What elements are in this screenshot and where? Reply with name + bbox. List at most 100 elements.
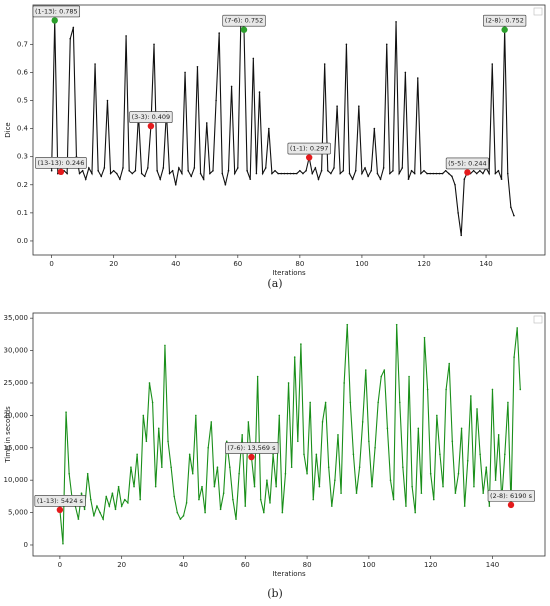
data-point xyxy=(272,453,274,456)
data-point xyxy=(482,492,485,494)
data-point xyxy=(224,183,227,186)
data-point xyxy=(309,401,311,404)
data-point xyxy=(202,178,205,180)
data-point xyxy=(410,169,413,172)
data-point xyxy=(232,498,234,501)
annotation: (1-1): 0.297 xyxy=(287,142,331,155)
data-point xyxy=(442,485,444,488)
data-point xyxy=(278,414,281,417)
data-point xyxy=(352,453,355,456)
annotation-label: (7-6): 0.752 xyxy=(225,17,264,25)
data-point xyxy=(237,167,239,169)
annotation-point xyxy=(501,26,508,33)
data-point xyxy=(448,172,450,175)
data-point xyxy=(184,71,186,74)
data-point xyxy=(479,169,481,172)
data-point xyxy=(106,99,109,102)
data-point xyxy=(317,178,320,180)
data-point xyxy=(271,172,273,175)
data-point xyxy=(284,472,287,475)
data-point xyxy=(435,172,438,175)
data-point xyxy=(392,498,395,501)
data-point xyxy=(491,388,494,391)
data-point xyxy=(221,172,224,175)
data-point xyxy=(438,172,441,175)
data-point xyxy=(494,172,497,175)
data-point xyxy=(302,172,304,175)
data-point xyxy=(476,408,478,410)
data-point xyxy=(472,169,475,172)
legend-box xyxy=(533,7,543,16)
data-point xyxy=(315,453,318,456)
annotation-box xyxy=(287,142,331,155)
y-tick-label: 35,000 xyxy=(4,314,29,322)
caption: (a) xyxy=(267,277,282,290)
data-point xyxy=(473,485,475,488)
data-point xyxy=(261,172,264,175)
data-point xyxy=(445,388,447,391)
data-point xyxy=(86,472,89,475)
data-point xyxy=(201,485,203,488)
data-point xyxy=(62,542,64,545)
data-point xyxy=(89,498,92,501)
data-point xyxy=(229,466,231,469)
y-axis-label: Dice xyxy=(4,122,12,138)
data-point xyxy=(244,505,247,507)
data-point xyxy=(117,485,120,488)
data-point xyxy=(122,167,124,169)
data-point xyxy=(178,167,180,169)
annotation-box xyxy=(129,111,173,123)
data-point xyxy=(454,183,456,186)
x-tick-label: 40 xyxy=(179,561,188,569)
y-tick-label: 0.2 xyxy=(17,181,28,189)
annotation-box xyxy=(34,495,86,507)
data-point xyxy=(133,485,135,488)
data-point xyxy=(386,427,389,430)
data-point xyxy=(323,63,326,65)
data-point xyxy=(157,427,160,430)
data-point xyxy=(401,167,404,169)
data-point xyxy=(219,508,222,511)
data-point xyxy=(142,414,145,417)
y-tick-label: 30,000 xyxy=(4,347,29,355)
annotation-label: (7-6): 13,569 s xyxy=(227,444,276,452)
data-point xyxy=(395,323,398,326)
data-point xyxy=(151,401,154,404)
data-point xyxy=(247,421,250,423)
plot-frame xyxy=(32,312,546,557)
data-point xyxy=(457,472,460,475)
data-point xyxy=(457,212,459,214)
data-point xyxy=(91,172,93,175)
data-point xyxy=(395,21,397,23)
data-point xyxy=(225,440,228,443)
x-tick-label: 60 xyxy=(233,260,242,268)
data-point xyxy=(136,453,138,456)
data-point xyxy=(404,71,407,74)
annotation: (5-5): 0.244 xyxy=(445,157,490,170)
data-point xyxy=(198,498,200,501)
y-tick-label: 0.3 xyxy=(17,153,28,161)
data-point xyxy=(371,485,373,488)
data-point xyxy=(290,466,293,469)
x-tick-label: 20 xyxy=(109,260,118,268)
annotation-point xyxy=(56,506,64,514)
plot-frame xyxy=(32,4,546,256)
data-point xyxy=(96,505,98,507)
data-point xyxy=(204,511,206,514)
annotation-point xyxy=(57,168,65,176)
annotation-label: (13-13): 0.246 xyxy=(38,159,85,167)
data-point xyxy=(77,518,80,520)
data-point xyxy=(413,172,416,175)
data-point xyxy=(123,498,126,501)
data-point xyxy=(274,169,276,172)
data-point xyxy=(417,427,420,430)
data-point xyxy=(497,434,500,436)
data-point xyxy=(411,485,413,488)
data-point xyxy=(460,234,463,237)
data-point xyxy=(380,375,383,378)
data-point xyxy=(81,169,84,172)
data-point xyxy=(361,172,363,175)
data-point xyxy=(168,172,171,175)
data-point xyxy=(153,43,155,46)
y-tick-label: 10,000 xyxy=(4,476,29,484)
